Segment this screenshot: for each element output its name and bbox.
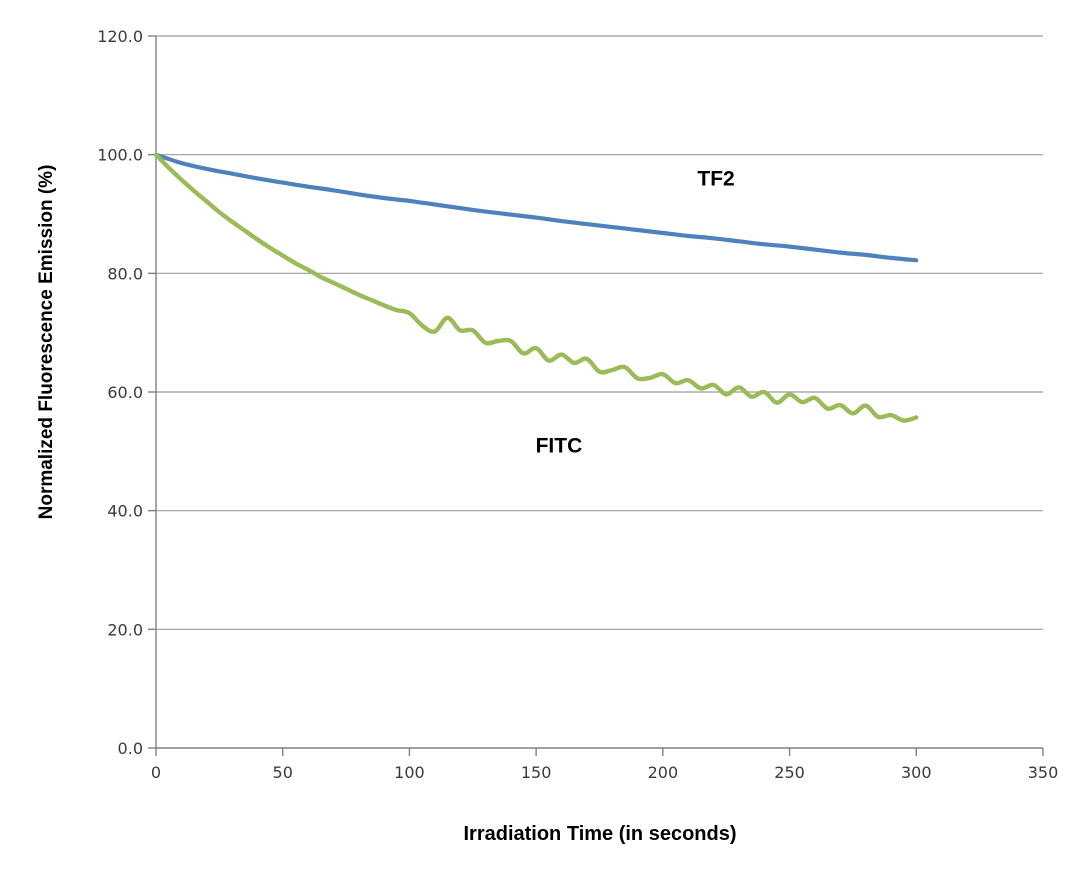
series-label-tf2: TF2	[697, 167, 734, 190]
axes	[148, 35, 1044, 756]
y-tick-label: 100.0	[97, 146, 143, 165]
series-line-fitc	[153, 152, 919, 423]
y-axis-title: Normalized Fluorescence Emission (%)	[36, 165, 57, 520]
x-tick-label: 50	[273, 763, 293, 782]
series-line-tf2	[153, 152, 919, 263]
y-tick-label: 80.0	[107, 264, 143, 283]
y-tick-label: 120.0	[97, 27, 143, 46]
y-tick-label: 0.0	[118, 739, 143, 758]
series-label-fitc: FITC	[536, 434, 583, 457]
series-paths	[153, 152, 919, 423]
tick-labels: 0.0 20.0 40.0 60.0 80.0 100.0 120.0 0 50 100 150 20…	[97, 27, 1058, 782]
x-tick-label: 150	[521, 763, 552, 782]
x-axis-title: Irradiation Time (in seconds)	[463, 823, 736, 845]
y-tick-label: 20.0	[107, 620, 143, 639]
x-tick-label: 200	[648, 763, 679, 782]
series-annotations: TF2 FITC	[536, 167, 735, 457]
x-tick-label: 250	[774, 763, 805, 782]
x-tick-label: 350	[1028, 763, 1059, 782]
x-tick-label: 300	[901, 763, 932, 782]
x-tick-label: 100	[394, 763, 425, 782]
x-tick-label: 0	[151, 763, 161, 782]
y-tick-label: 40.0	[107, 502, 143, 521]
gridlines	[156, 35, 1043, 630]
y-tick-label: 60.0	[107, 383, 143, 402]
